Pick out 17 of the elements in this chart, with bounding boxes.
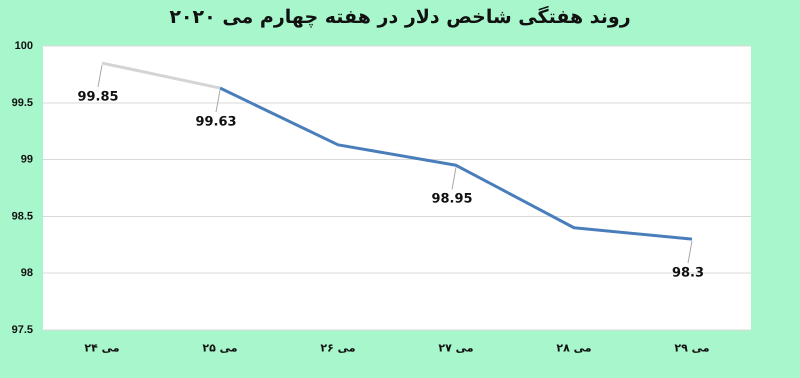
y-tick-label: 99.5 [12,96,33,109]
x-tick-label: می ۲۴ [84,341,120,354]
y-tick-label: 98.5 [12,210,33,222]
data-label: 99.85 [77,89,119,104]
y-tick-label: 100 [14,40,33,52]
x-tick-label: می ۲۹ [674,341,710,354]
x-tick-label: می ۲۸ [556,341,592,354]
chart-title: روند هفتگی شاخص دلار در هفته چهارم می ۲۰۲۰ [168,6,632,28]
x-tick-label: می ۲۵ [202,341,238,354]
y-tick-label: 97.5 [12,324,33,336]
data-label: 98.3 [672,265,704,280]
data-label: 99.63 [195,114,237,130]
y-tick-label: 98 [20,267,33,280]
y-tick-label: 99 [20,154,33,166]
x-tick-label: می ۲۶ [320,341,356,354]
x-tick-label: می ۲۷ [438,341,474,354]
data-label: 98.95 [431,192,473,207]
